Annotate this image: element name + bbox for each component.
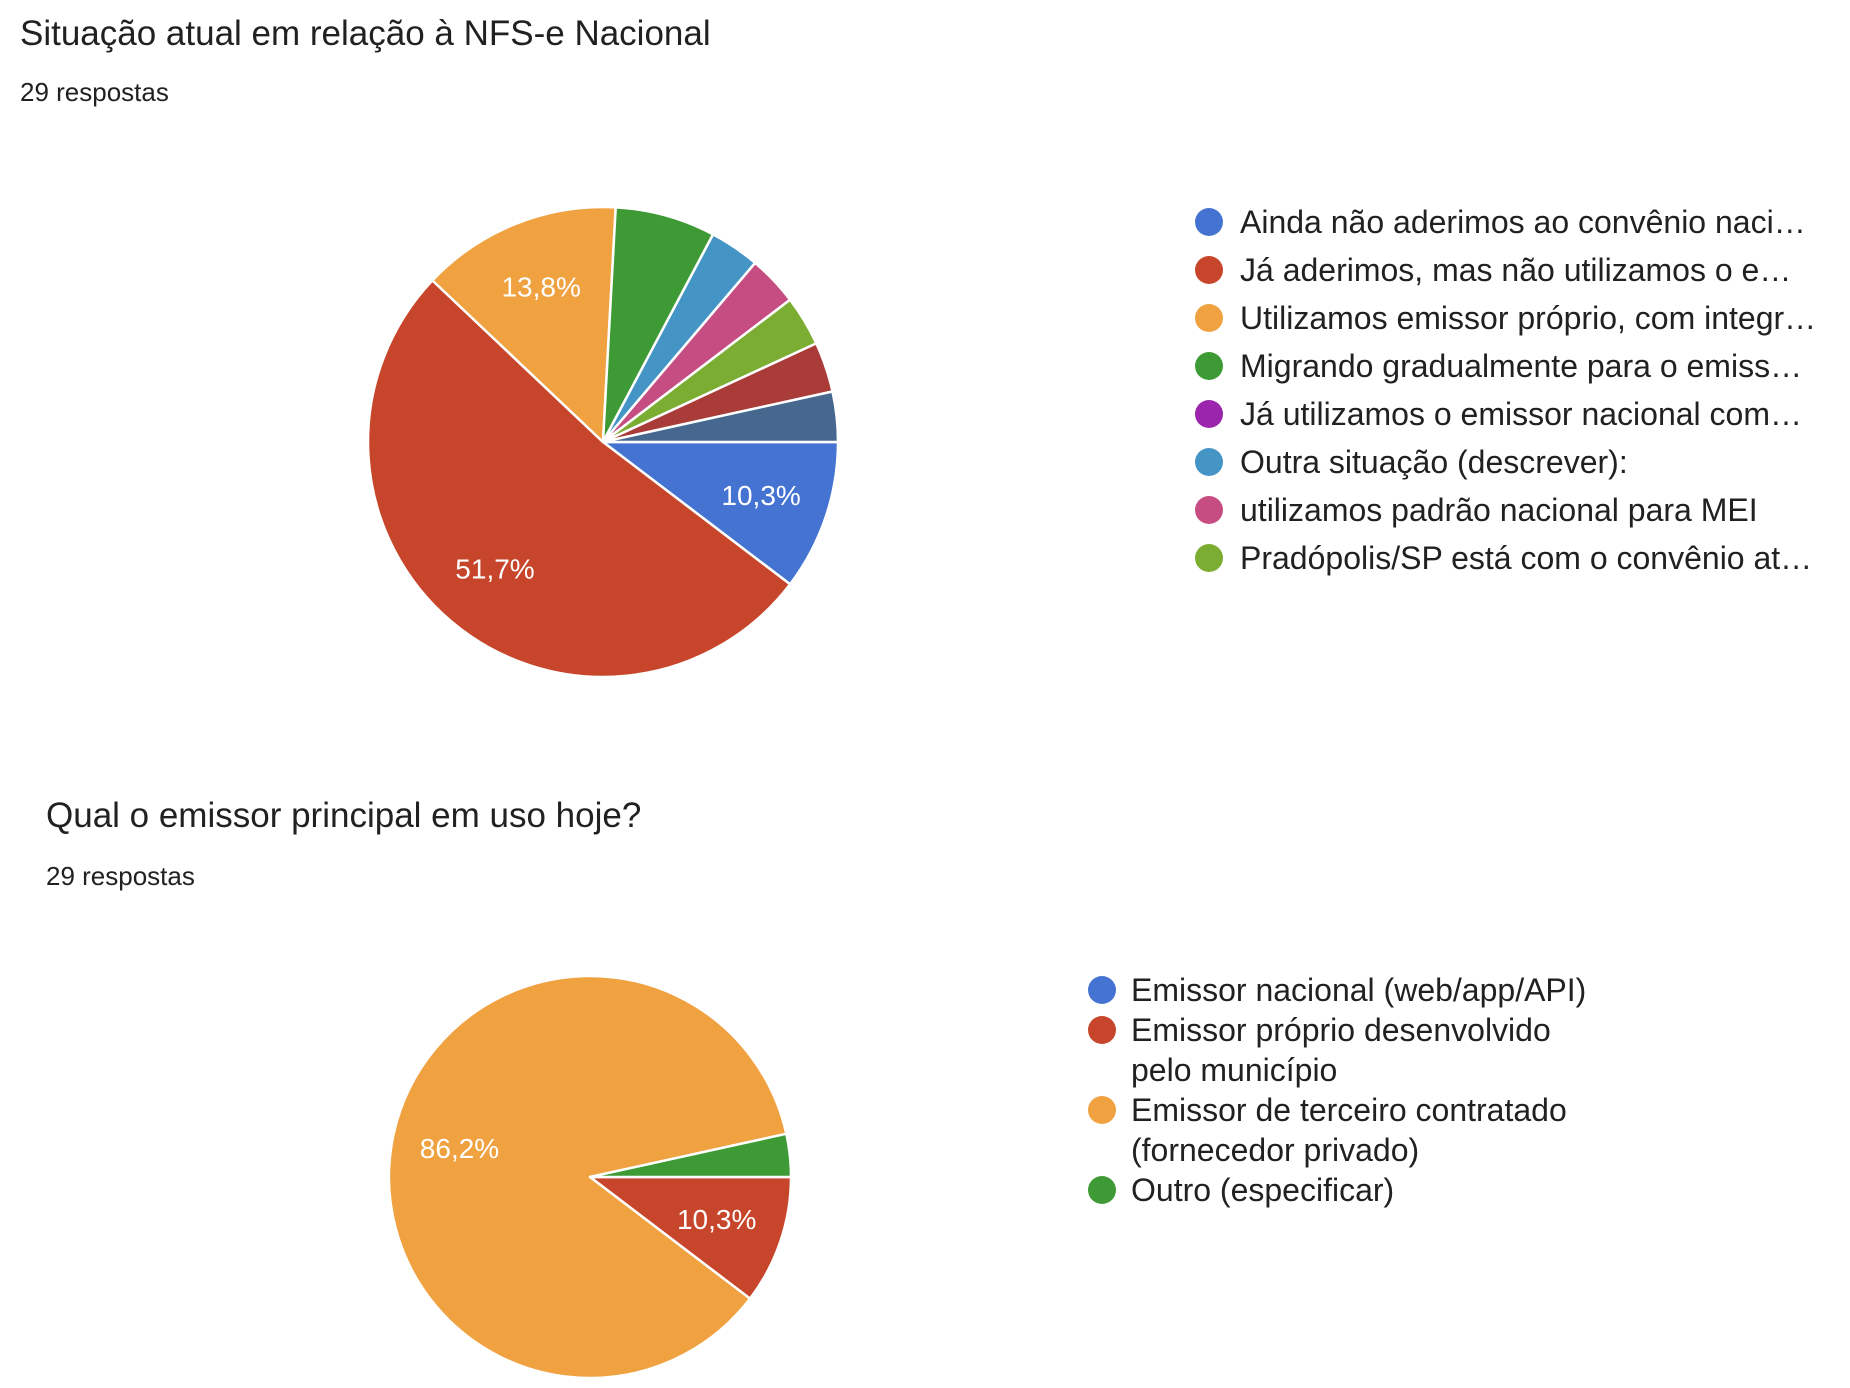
- legend-color-dot: [1195, 352, 1223, 380]
- pie-slice[interactable]: [588, 1132, 793, 1179]
- legend-label: Migrando gradualmente para o emiss…: [1240, 348, 1803, 384]
- pie-slice[interactable]: [601, 390, 840, 444]
- legend-label: Já aderimos, mas não utilizamos o e…: [1240, 252, 1792, 288]
- legend-item: Utilizamos emissor próprio, com integr…: [1195, 294, 1816, 342]
- legend-item: Já utilizamos o emissor nacional com…: [1195, 390, 1816, 438]
- legend-color-dot: [1195, 208, 1223, 236]
- slice-percent-label: 13,8%: [501, 272, 580, 303]
- legend-color-dot: [1195, 496, 1223, 524]
- legend-label: Outra situação (descrever):: [1240, 444, 1628, 480]
- legend-item: Já aderimos, mas não utilizamos o e…: [1195, 246, 1816, 294]
- legend-color-dot: [1195, 448, 1223, 476]
- legend-label: Emissor nacional (web/app/API): [1131, 972, 1587, 1008]
- legend-item: Pradópolis/SP está com o convênio at…: [1195, 534, 1816, 582]
- legend-1: Ainda não aderimos ao convênio naci… Já a…: [1195, 198, 1816, 582]
- legend-color-dot: [1195, 256, 1223, 284]
- responses-count-1: 29 respostas: [20, 77, 169, 107]
- legend-label: Ainda não aderimos ao convênio naci…: [1240, 204, 1806, 240]
- pie-chart-2: 10,3% 86,2%: [387, 974, 793, 1380]
- legend-label: Emissor de terceiro contratado (forneced…: [1131, 1092, 1567, 1168]
- pie-slice[interactable]: [387, 974, 788, 1380]
- legend-2: Emissor nacional (web/app/API) Emissor pr…: [1088, 970, 1601, 1210]
- pie-chart-1: 10,3% 51,7% 13,8%: [366, 205, 840, 679]
- legend-label: Outro (especificar): [1131, 1172, 1395, 1208]
- slice-percent-label: 51,7%: [455, 554, 534, 585]
- legend-item: Emissor nacional (web/app/API): [1088, 970, 1601, 1010]
- slice-percent-label: 86,2%: [420, 1133, 499, 1164]
- question-title-1: Situação atual em relação à NFS-e Nacion…: [20, 14, 711, 53]
- legend-label: utilizamos padrão nacional para MEI: [1240, 492, 1758, 528]
- legend-label: Já utilizamos o emissor nacional com…: [1240, 396, 1802, 432]
- pie-slice[interactable]: [588, 1175, 793, 1300]
- legend-item: Emissor de terceiro contratado (forneced…: [1088, 1090, 1601, 1170]
- legend-label: Pradópolis/SP está com o convênio at…: [1240, 540, 1813, 576]
- legend-item: Outro (especificar): [1088, 1170, 1601, 1210]
- legend-color-dot: [1088, 1016, 1116, 1044]
- legend-color-dot: [1195, 304, 1223, 332]
- legend-color-dot: [1195, 400, 1223, 428]
- responses-count-2: 29 respostas: [46, 861, 195, 891]
- legend-label: Utilizamos emissor próprio, com integr…: [1240, 300, 1817, 336]
- pie-slice[interactable]: [366, 279, 792, 679]
- legend-color-dot: [1088, 976, 1116, 1004]
- slice-percent-label: 10,3%: [721, 480, 800, 511]
- legend-color-dot: [1195, 544, 1223, 572]
- legend-item: Emissor próprio desenvolvido pelo municí…: [1088, 1010, 1601, 1090]
- legend-item: Ainda não aderimos ao convênio naci…: [1195, 198, 1816, 246]
- legend-item: utilizamos padrão nacional para MEI: [1195, 486, 1816, 534]
- legend-color-dot: [1088, 1096, 1116, 1124]
- legend-label: Emissor próprio desenvolvido pelo municí…: [1131, 1012, 1551, 1088]
- legend-color-dot: [1088, 1176, 1116, 1204]
- legend-item: Migrando gradualmente para o emiss…: [1195, 342, 1816, 390]
- legend-item: Outra situação (descrever):: [1195, 438, 1816, 486]
- question-title-2: Qual o emissor principal em uso hoje?: [46, 796, 642, 835]
- pie-slice[interactable]: [601, 440, 840, 586]
- slice-percent-label: 10,3%: [677, 1204, 756, 1235]
- pie-slice[interactable]: [431, 205, 617, 444]
